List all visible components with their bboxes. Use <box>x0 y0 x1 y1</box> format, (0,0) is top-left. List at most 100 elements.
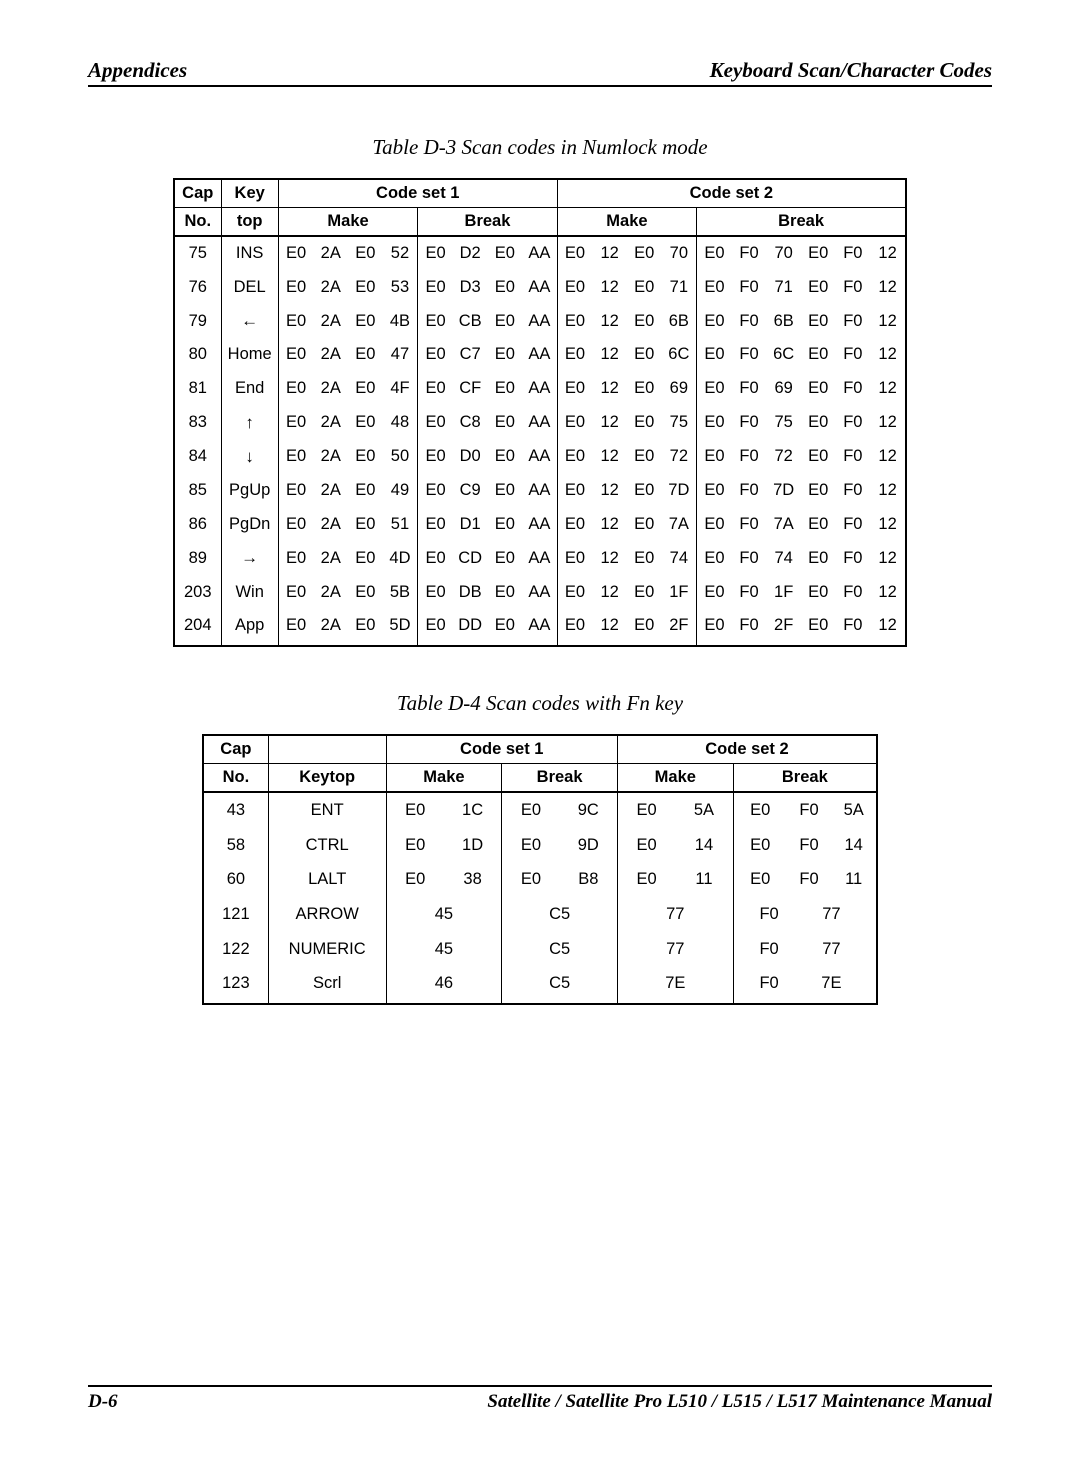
code-cell: 9D <box>560 828 618 863</box>
header-left: Appendices <box>88 58 187 83</box>
code-cell: 69 <box>766 372 801 406</box>
key-top: DEL <box>221 271 278 305</box>
table-d3-caption: Table D-3 Scan codes in Numlock mode <box>88 135 992 160</box>
code-cell: AA <box>522 508 557 542</box>
code-cell: 53 <box>383 271 418 305</box>
cap-no: 75 <box>174 236 221 271</box>
code-cell: 5A <box>831 792 877 828</box>
code-cell: F0 <box>787 862 832 897</box>
code-cell: 12 <box>592 338 627 372</box>
th-codeset1: Code set 1 <box>278 179 557 208</box>
code-cell: F0 <box>732 440 767 474</box>
code-cell: E0 <box>801 406 836 440</box>
code-cell: E0 <box>697 609 732 646</box>
code-cell: 12 <box>592 440 627 474</box>
code-cell: 49 <box>383 474 418 508</box>
code-cell: F0 <box>836 576 871 610</box>
code-cell: 11 <box>831 862 877 897</box>
code-cell: 5B <box>383 576 418 610</box>
code-cell: E0 <box>418 338 453 372</box>
code-cell: F0 <box>836 474 871 508</box>
code-cell: E0 <box>627 576 662 610</box>
th-break1: Break <box>418 208 557 237</box>
code-cell: E0 <box>418 474 453 508</box>
code-cell: E0 <box>487 304 522 338</box>
code-cell: E0 <box>418 406 453 440</box>
code-cell: 12 <box>870 236 906 271</box>
th-keytop: Keytop <box>268 763 386 792</box>
header-right: Keyboard Scan/Character Codes <box>710 58 992 83</box>
code-cell: 38 <box>444 862 502 897</box>
code-cell: 5D <box>383 609 418 646</box>
code-cell: E0 <box>348 508 383 542</box>
code-cell: 4D <box>383 541 418 575</box>
code-cell: 6C <box>662 338 697 372</box>
code-cell: 2A <box>313 440 348 474</box>
code-cell: 14 <box>831 828 877 863</box>
th-break1: Break <box>502 763 618 792</box>
code-cell: F0 <box>836 271 871 305</box>
code-cell: E0 <box>278 406 313 440</box>
code-cell: 75 <box>662 406 697 440</box>
code-cell: E0 <box>278 541 313 575</box>
code-cell: F0 <box>732 372 767 406</box>
code-cell: E0 <box>627 271 662 305</box>
code-cell: 12 <box>870 508 906 542</box>
code-cell: E0 <box>733 828 787 863</box>
code-cell: E0 <box>386 828 444 863</box>
code-cell: E0 <box>348 271 383 305</box>
code-cell: E0 <box>627 541 662 575</box>
code-cell: E0 <box>348 406 383 440</box>
cap-no: 121 <box>203 897 268 932</box>
code-cell: 45 <box>386 932 502 967</box>
code-cell: 12 <box>870 474 906 508</box>
th-break2: Break <box>697 208 906 237</box>
code-cell: 7E <box>617 966 733 1004</box>
cap-no: 123 <box>203 966 268 1004</box>
code-cell: F0 <box>836 508 871 542</box>
code-cell: E0 <box>487 406 522 440</box>
code-cell: D0 <box>453 440 488 474</box>
code-cell: E0 <box>418 541 453 575</box>
code-cell: 2A <box>313 304 348 338</box>
code-cell: D1 <box>453 508 488 542</box>
code-cell: E0 <box>418 304 453 338</box>
table-d4: Cap Code set 1 Code set 2 No. Keytop Mak… <box>202 734 878 1005</box>
code-cell: 2A <box>313 406 348 440</box>
cap-no: 84 <box>174 440 221 474</box>
th-top: top <box>221 208 278 237</box>
code-cell: 12 <box>870 576 906 610</box>
code-cell: E0 <box>278 338 313 372</box>
code-cell: AA <box>522 474 557 508</box>
code-cell: 45 <box>386 897 502 932</box>
code-cell: 77 <box>787 932 877 967</box>
code-cell: F0 <box>733 897 787 932</box>
th-blank <box>268 735 386 764</box>
code-cell: E0 <box>733 862 787 897</box>
code-cell: E0 <box>557 541 592 575</box>
code-cell: 77 <box>617 932 733 967</box>
code-cell: E0 <box>627 406 662 440</box>
code-cell: F0 <box>732 541 767 575</box>
code-cell: AA <box>522 338 557 372</box>
code-cell: E0 <box>801 576 836 610</box>
code-cell: C5 <box>502 966 618 1004</box>
code-cell: 12 <box>592 474 627 508</box>
key-top: End <box>221 372 278 406</box>
code-cell: F0 <box>836 304 871 338</box>
code-cell: 2A <box>313 576 348 610</box>
code-cell: AA <box>522 271 557 305</box>
code-cell: E0 <box>617 792 675 828</box>
cap-no: 86 <box>174 508 221 542</box>
code-cell: E0 <box>418 440 453 474</box>
code-cell: DB <box>453 576 488 610</box>
code-cell: E0 <box>697 372 732 406</box>
code-cell: 7E <box>787 966 877 1004</box>
code-cell: D3 <box>453 271 488 305</box>
code-cell: E0 <box>502 792 560 828</box>
code-cell: 12 <box>592 304 627 338</box>
keytop: NUMERIC <box>268 932 386 967</box>
cap-no: 83 <box>174 406 221 440</box>
code-cell: CB <box>453 304 488 338</box>
key-top: ↑ <box>221 406 278 440</box>
